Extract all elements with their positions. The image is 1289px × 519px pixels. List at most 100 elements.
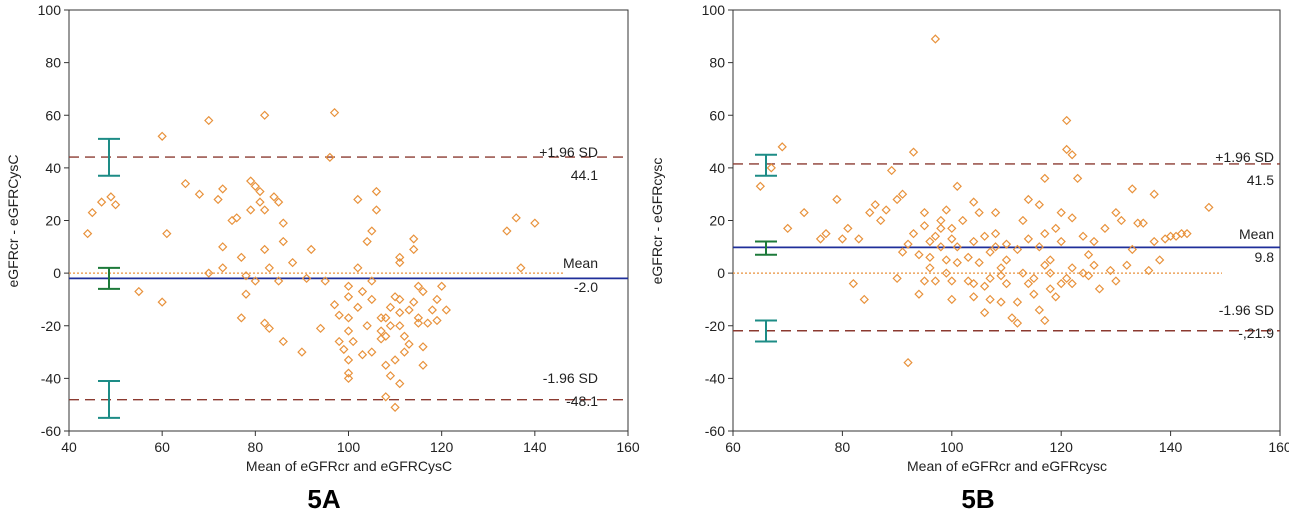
data-point <box>969 197 979 207</box>
upper-loa-value: 41.5 <box>1247 172 1274 188</box>
data-point <box>1089 236 1099 247</box>
panel-5b: -60 -40 -20 0 20 40 60 80 100 60 80 100 120 140 160 eG… <box>649 2 1289 514</box>
data-point <box>969 292 979 302</box>
data-point <box>409 297 419 307</box>
data-point <box>204 268 214 278</box>
data-point <box>399 331 410 341</box>
data-point <box>329 300 340 310</box>
data-point <box>385 371 396 381</box>
data-point <box>287 257 298 268</box>
data-point <box>1045 255 1055 265</box>
data-point <box>278 236 288 247</box>
data-point <box>1072 173 1083 184</box>
data-point <box>343 368 354 378</box>
data-point <box>1083 250 1094 260</box>
data-point <box>990 229 1001 239</box>
data-point <box>925 236 935 247</box>
data-point <box>1111 207 1121 218</box>
data-point <box>963 252 973 262</box>
data-point <box>376 313 386 323</box>
data-point <box>897 189 908 199</box>
data-point <box>815 234 826 244</box>
data-point <box>87 207 97 218</box>
data-point <box>996 271 1006 281</box>
data-point <box>390 355 400 365</box>
data-point <box>381 360 391 370</box>
data-point <box>1056 207 1066 218</box>
data-point <box>246 176 256 186</box>
data-point <box>843 223 853 234</box>
x-tick-label: 80 <box>835 439 851 455</box>
data-point <box>301 273 312 284</box>
data-point <box>859 294 869 305</box>
data-point <box>947 276 957 286</box>
data-point <box>381 392 391 402</box>
data-point <box>437 281 447 291</box>
y-tick-label: 100 <box>702 2 726 18</box>
data-point <box>1165 231 1176 241</box>
data-point <box>320 276 330 286</box>
data-point <box>218 242 228 252</box>
panel-label: 5A <box>307 484 340 514</box>
data-point <box>409 244 419 255</box>
mean-label: Mean <box>563 255 598 271</box>
data-point <box>1001 255 1012 265</box>
data-point <box>799 207 809 218</box>
data-point <box>273 197 284 207</box>
data-point <box>343 292 354 302</box>
data-point <box>979 281 990 291</box>
plot-area-5b: -60 -40 -20 0 20 40 60 80 100 60 80 100 120 140 160 <box>702 2 1289 455</box>
data-point <box>1144 265 1154 276</box>
data-point <box>969 279 979 289</box>
data-point <box>260 318 270 328</box>
data-point <box>204 115 214 126</box>
data-point <box>367 276 377 286</box>
data-point <box>516 263 526 273</box>
data-point <box>1051 223 1061 234</box>
data-point <box>213 194 223 205</box>
data-point <box>329 107 340 118</box>
y-axis-label: eGFRcr - eGFRCysC <box>5 155 21 288</box>
data-point <box>985 273 995 284</box>
data-point <box>1062 144 1072 155</box>
data-point <box>1182 229 1192 239</box>
data-point <box>990 242 1001 252</box>
data-point <box>919 207 930 218</box>
data-point <box>325 152 335 162</box>
data-point <box>1040 173 1050 184</box>
data-point <box>1127 184 1137 194</box>
data-point <box>1176 229 1187 239</box>
data-point <box>1105 265 1116 276</box>
data-point <box>936 242 946 252</box>
data-point <box>1094 284 1105 294</box>
data-point <box>996 297 1006 307</box>
data-point <box>783 223 793 234</box>
data-point <box>357 350 368 360</box>
data-point <box>952 242 962 252</box>
data-point <box>1034 200 1044 210</box>
lower-loa-label: -1.96 SD <box>543 370 598 386</box>
data-point <box>390 292 400 302</box>
data-point <box>1204 202 1214 212</box>
data-point <box>232 213 242 223</box>
data-point <box>413 318 424 328</box>
data-point <box>1018 268 1028 278</box>
data-point <box>399 347 410 357</box>
data-point <box>941 205 951 215</box>
y-tick-label: 60 <box>45 107 61 123</box>
data-point <box>930 276 941 286</box>
y-tick-label: 40 <box>709 160 725 176</box>
data-point <box>404 305 414 315</box>
y-tick-label: -40 <box>41 370 61 386</box>
x-tick-label: 140 <box>523 439 547 455</box>
data-point <box>941 255 951 265</box>
y-tick-label: 20 <box>709 213 725 229</box>
data-point <box>180 179 191 189</box>
data-point <box>766 163 776 173</box>
data-point <box>881 205 891 215</box>
mean-label: Mean <box>1239 226 1274 242</box>
data-point <box>1001 239 1012 249</box>
lower-loa-value: -,21.9 <box>1238 325 1274 341</box>
data-point <box>1023 279 1034 289</box>
data-point <box>395 321 405 331</box>
